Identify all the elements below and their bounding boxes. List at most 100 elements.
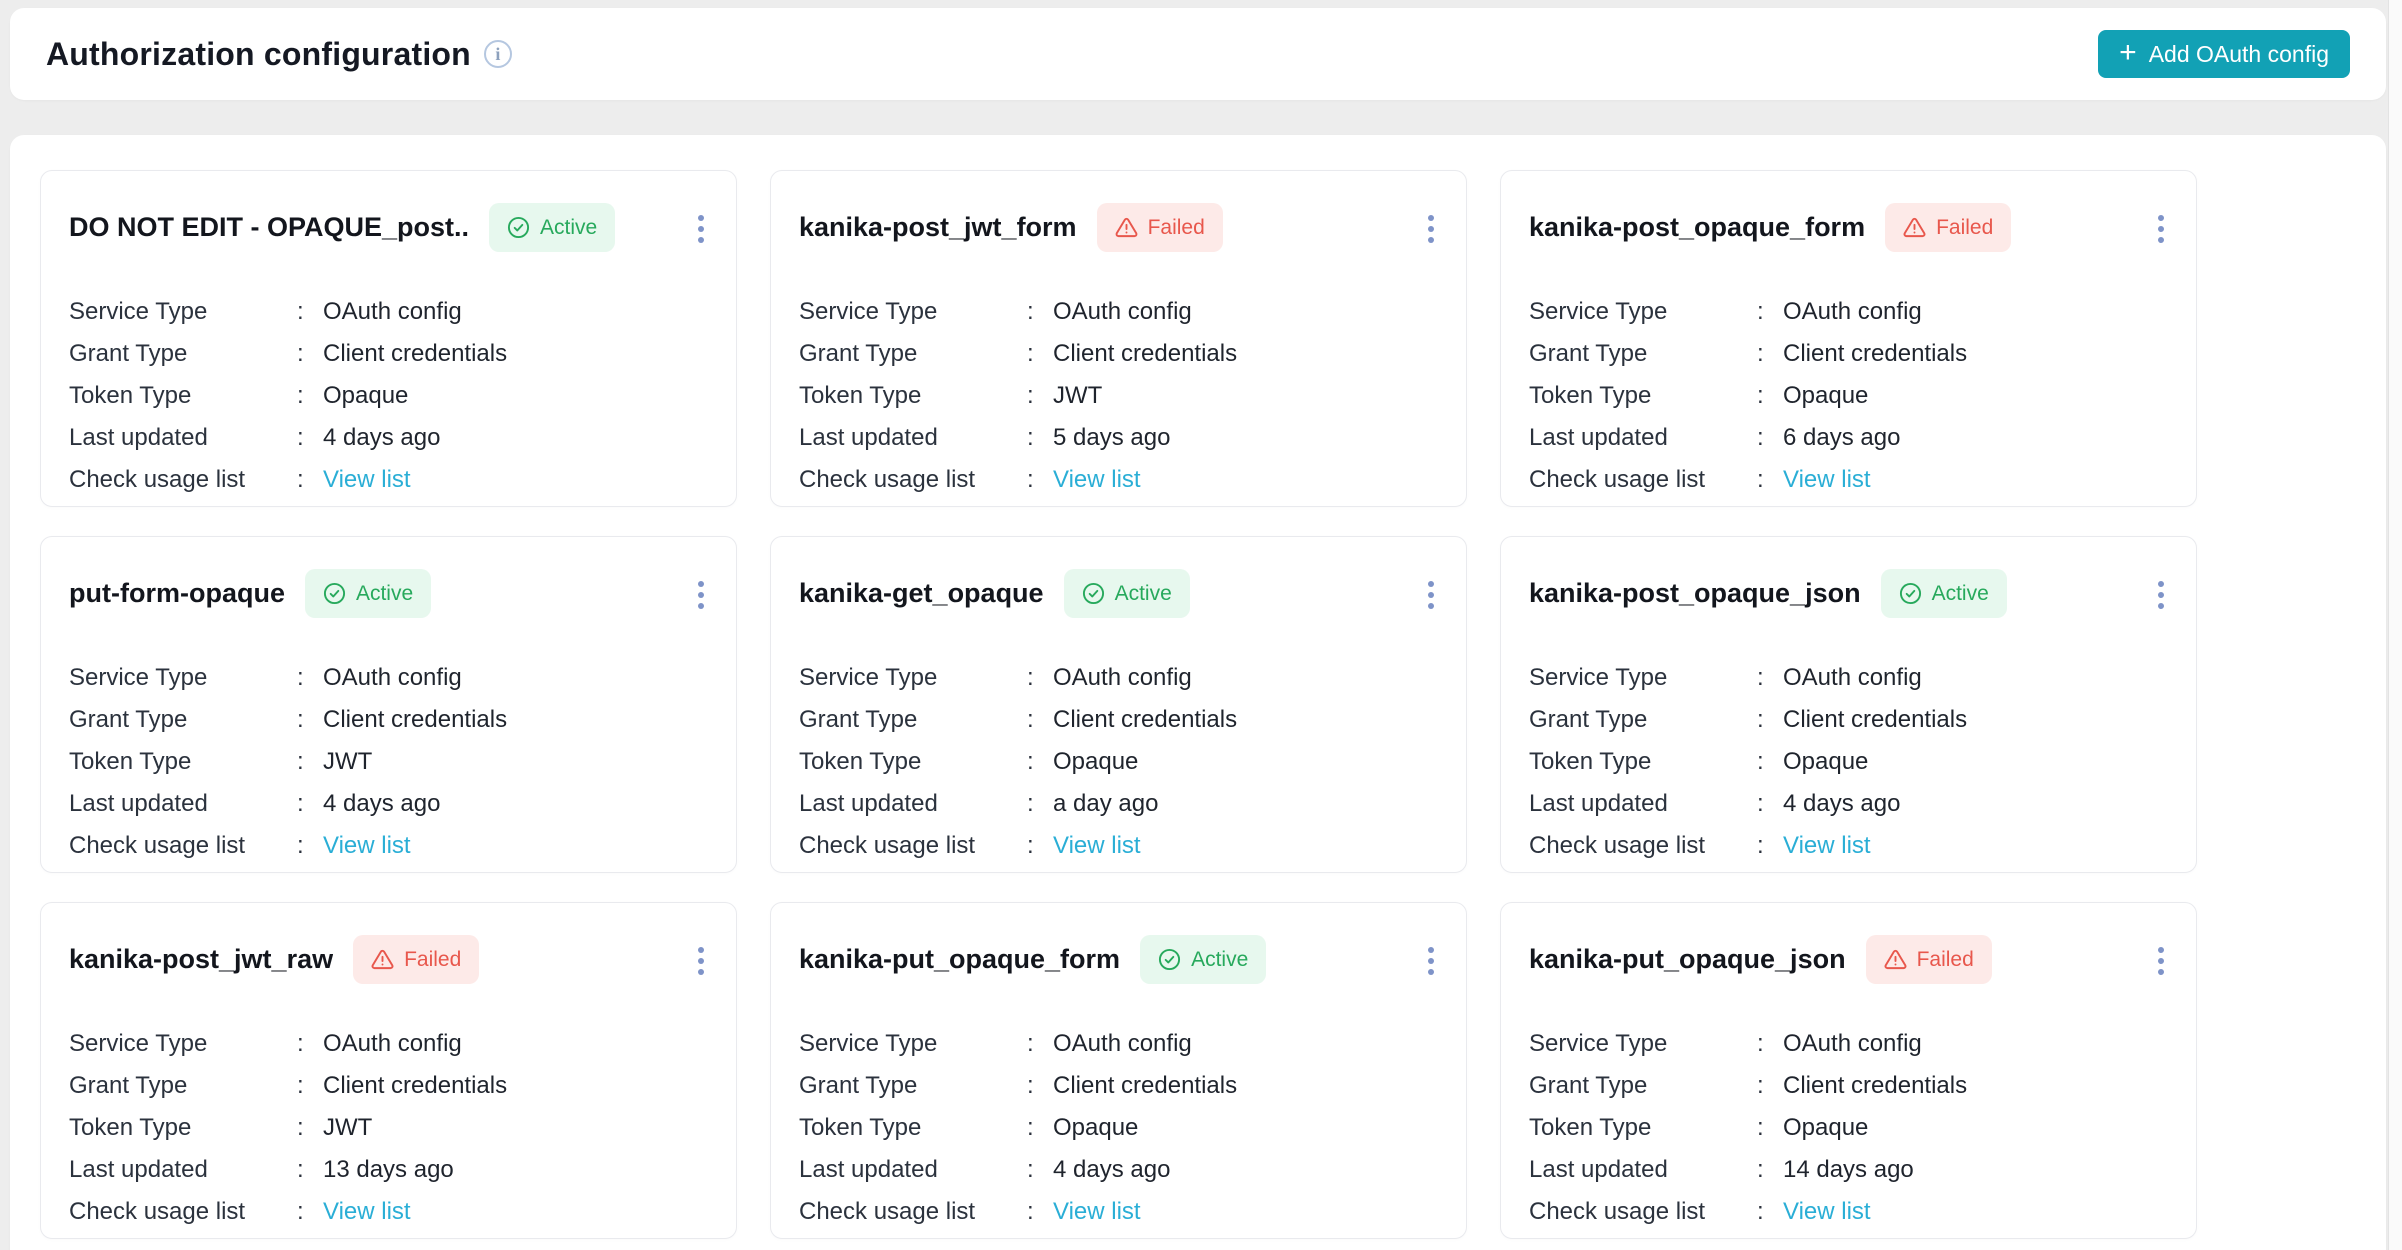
field-colon: : — [1757, 1198, 1764, 1225]
info-icon[interactable]: i — [483, 40, 512, 68]
warning-icon — [1884, 949, 1907, 970]
field-label: Grant Type — [1529, 1072, 1648, 1099]
field-value-service-type: OAuth config — [1053, 664, 1192, 691]
field-label: Grant Type — [69, 1072, 188, 1099]
check-circle-icon — [1159, 948, 1181, 971]
card-fields: Service Type : OAuth config Grant Type :… — [1529, 1023, 2166, 1233]
view-list-link[interactable]: View list — [1053, 1198, 1141, 1225]
kebab-menu-icon[interactable] — [692, 941, 710, 981]
field-colon: : — [1027, 466, 1034, 493]
field-value-grant-type: Client credentials — [1783, 1072, 1968, 1099]
view-list-link[interactable]: View list — [1783, 832, 1871, 859]
field-row-token-type: Token Type : Opaque — [1529, 741, 2166, 783]
field-label: Service Type — [1529, 298, 1668, 325]
field-label: Service Type — [1529, 1030, 1668, 1057]
field-colon: : — [1027, 832, 1034, 859]
oauth-config-card: DO NOT EDIT - OPAQUE_post... Active Serv… — [40, 170, 737, 507]
field-row-check-usage: Check usage list : View list — [799, 459, 1436, 501]
oauth-config-card: kanika-post_jwt_raw Failed Service Type … — [40, 902, 737, 1239]
kebab-menu-icon[interactable] — [1422, 209, 1440, 249]
field-colon: : — [297, 1198, 304, 1225]
field-label: Grant Type — [799, 1072, 918, 1099]
field-row-grant-type: Grant Type : Client credentials — [69, 1065, 706, 1107]
field-label: Check usage list — [69, 1198, 246, 1225]
card-fields: Service Type : OAuth config Grant Type :… — [69, 1023, 706, 1233]
status-badge: Active — [1063, 569, 1190, 618]
kebab-menu-icon[interactable] — [1422, 941, 1440, 981]
field-value-token-type: JWT — [323, 1114, 373, 1141]
field-colon: : — [297, 706, 304, 733]
field-label: Last updated — [799, 790, 938, 817]
field-colon: : — [1027, 1072, 1034, 1099]
oauth-config-card: kanika-post_opaque_json Active Service T… — [1500, 536, 2197, 873]
field-colon: : — [1757, 748, 1764, 775]
field-label: Last updated — [799, 424, 938, 451]
field-label: Service Type — [69, 298, 208, 325]
field-value-last-updated: 5 days ago — [1053, 424, 1171, 451]
field-row-service-type: Service Type : OAuth config — [799, 657, 1436, 699]
status-badge: Active — [489, 203, 616, 252]
oauth-config-card: kanika-put_opaque_form Active Service Ty… — [770, 902, 1467, 1239]
view-list-link[interactable]: View list — [323, 466, 411, 493]
field-colon: : — [1027, 382, 1034, 409]
field-value-token-type: Opaque — [1783, 382, 1869, 409]
cards-grid: DO NOT EDIT - OPAQUE_post... Active Serv… — [10, 135, 2386, 1239]
field-row-grant-type: Grant Type : Client credentials — [69, 699, 706, 741]
field-row-last-updated: Last updated : 13 days ago — [69, 1149, 706, 1191]
view-list-link[interactable]: View list — [323, 832, 411, 859]
field-colon: : — [1757, 664, 1764, 691]
field-row-service-type: Service Type : OAuth config — [69, 657, 706, 699]
view-list-link[interactable]: View list — [1783, 466, 1871, 493]
field-colon: : — [1757, 706, 1764, 733]
vertical-scrollbar[interactable] — [2388, 0, 2402, 1250]
view-list-link[interactable]: View list — [1053, 466, 1141, 493]
card-fields: Service Type : OAuth config Grant Type :… — [69, 291, 706, 501]
field-label: Last updated — [1529, 424, 1668, 451]
field-value-grant-type: Client credentials — [1783, 340, 1968, 367]
field-colon: : — [1757, 382, 1764, 409]
field-value-service-type: OAuth config — [1053, 1030, 1192, 1057]
field-row-service-type: Service Type : OAuth config — [69, 291, 706, 333]
field-colon: : — [297, 1156, 304, 1183]
field-row-check-usage: Check usage list : View list — [1529, 825, 2166, 867]
card-title: kanika-post_jwt_form — [799, 212, 1077, 242]
field-label: Token Type — [1529, 1114, 1652, 1141]
field-value-token-type: Opaque — [323, 382, 409, 409]
field-row-grant-type: Grant Type : Client credentials — [799, 699, 1436, 741]
field-colon: : — [1027, 298, 1034, 325]
field-label: Check usage list — [1529, 466, 1706, 493]
field-colon: : — [297, 382, 304, 409]
field-value-last-updated: 13 days ago — [323, 1156, 454, 1183]
kebab-menu-icon[interactable] — [692, 575, 710, 615]
field-row-service-type: Service Type : OAuth config — [69, 1023, 706, 1065]
field-value-last-updated: 6 days ago — [1783, 424, 1901, 451]
kebab-menu-icon[interactable] — [1422, 575, 1440, 615]
kebab-menu-icon[interactable] — [2152, 209, 2170, 249]
kebab-menu-icon[interactable] — [2152, 575, 2170, 615]
main-panel: DO NOT EDIT - OPAQUE_post... Active Serv… — [10, 135, 2386, 1250]
field-row-token-type: Token Type : Opaque — [69, 375, 706, 417]
card-header: kanika-put_opaque_json Failed — [1529, 935, 2166, 984]
card-header: kanika-post_jwt_form Failed — [799, 203, 1436, 252]
field-value-token-type: JWT — [323, 748, 373, 775]
field-row-grant-type: Grant Type : Client credentials — [1529, 333, 2166, 375]
field-row-token-type: Token Type : Opaque — [799, 741, 1436, 783]
field-row-grant-type: Grant Type : Client credentials — [69, 333, 706, 375]
view-list-link[interactable]: View list — [323, 1198, 411, 1225]
field-label: Grant Type — [799, 706, 918, 733]
field-value-service-type: OAuth config — [323, 1030, 462, 1057]
field-value-grant-type: Client credentials — [1053, 706, 1238, 733]
kebab-menu-icon[interactable] — [2152, 941, 2170, 981]
field-label: Grant Type — [1529, 706, 1648, 733]
field-value-service-type: OAuth config — [323, 664, 462, 691]
field-label: Token Type — [69, 1114, 192, 1141]
card-title: kanika-put_opaque_form — [799, 944, 1121, 974]
view-list-link[interactable]: View list — [1053, 832, 1141, 859]
kebab-menu-icon[interactable] — [692, 209, 710, 249]
status-badge: Active — [1140, 935, 1267, 984]
card-title: kanika-put_opaque_json — [1529, 944, 1846, 974]
field-colon: : — [1757, 1072, 1764, 1099]
view-list-link[interactable]: View list — [1783, 1198, 1871, 1225]
add-oauth-config-button[interactable]: + Add OAuth config — [2098, 30, 2350, 78]
status-badge: Active — [1880, 569, 2007, 618]
